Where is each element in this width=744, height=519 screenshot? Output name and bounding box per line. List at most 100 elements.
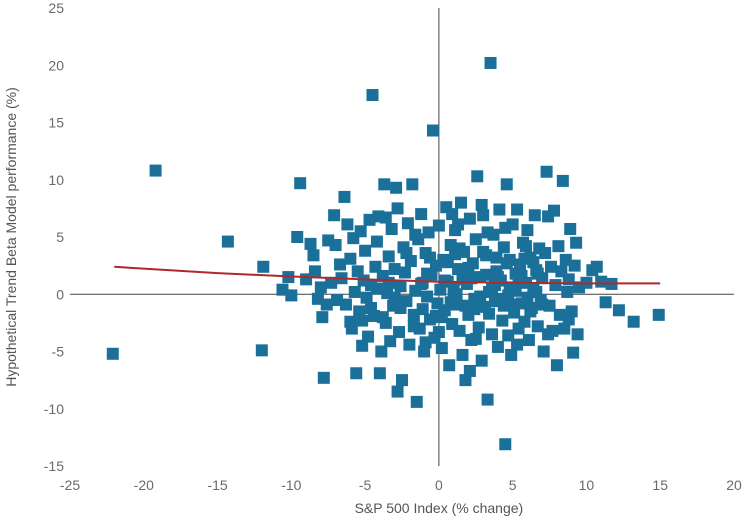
scatter-point <box>291 231 304 243</box>
scatter-point <box>334 258 347 271</box>
scatter-point <box>401 217 414 230</box>
y-tick-label: 0 <box>56 286 64 302</box>
scatter-point <box>463 364 476 377</box>
scatter-point <box>370 235 383 248</box>
scatter-point <box>499 438 512 451</box>
scatter-point <box>438 274 451 287</box>
x-tick-label: 15 <box>652 477 668 493</box>
scatter-point <box>149 164 162 177</box>
scatter-point <box>475 354 488 367</box>
scatter-point <box>316 311 329 324</box>
scatter-point <box>359 244 372 257</box>
scatter-point <box>486 328 499 341</box>
scatter-point <box>477 245 490 258</box>
scatter-point <box>429 310 442 323</box>
scatter-point <box>511 203 524 216</box>
scatter-point <box>382 276 395 289</box>
scatter-point <box>362 330 375 343</box>
scatter-point <box>400 247 413 260</box>
scatter-point <box>406 178 419 191</box>
scatter-point <box>484 56 497 69</box>
scatter-point <box>221 235 234 248</box>
scatter-point <box>388 291 401 304</box>
scatter-point <box>257 260 270 273</box>
scatter-point <box>524 305 537 318</box>
scatter-point <box>502 329 515 342</box>
scatter-point <box>365 301 378 314</box>
y-tick-label: 10 <box>48 172 64 188</box>
scatter-point <box>545 260 558 273</box>
scatter-point <box>398 266 411 279</box>
x-tick-label: 0 <box>435 477 443 493</box>
scatter-point <box>570 236 583 249</box>
scatter-point <box>511 338 524 351</box>
x-tick-label: 10 <box>579 477 595 493</box>
scatter-point <box>493 203 506 216</box>
scatter-point <box>432 326 445 339</box>
scatter-point <box>515 269 528 282</box>
x-tick-label: -20 <box>134 477 154 493</box>
scatter-point <box>571 328 584 341</box>
scatter-point <box>567 346 580 359</box>
scatter-point <box>469 332 482 345</box>
scatter-point <box>491 271 504 284</box>
scatter-point <box>595 275 608 288</box>
scatter-point <box>496 314 509 327</box>
scatter-point <box>396 374 408 387</box>
scatter-point <box>294 177 307 190</box>
y-tick-label: -10 <box>44 401 64 417</box>
scatter-point <box>652 308 665 321</box>
y-axis-title: Hypothetical Trend Beta Model performanc… <box>3 87 19 387</box>
scatter-point <box>480 268 493 281</box>
scatter-point <box>415 208 428 221</box>
y-tick-label: -5 <box>52 344 65 360</box>
scatter-point <box>106 347 119 360</box>
scatter-point <box>456 348 469 361</box>
scatter-point <box>339 298 352 311</box>
scatter-point <box>285 289 298 302</box>
scatter-point <box>627 315 640 328</box>
scatter-point <box>410 395 423 408</box>
scatter-point <box>483 307 496 320</box>
scatter-point <box>341 218 354 231</box>
x-tick-label: 20 <box>726 477 742 493</box>
scatter-point <box>366 89 379 102</box>
scatter-point <box>314 281 327 294</box>
scatter-point <box>379 211 392 224</box>
scatter-point <box>416 303 429 316</box>
scatter-point <box>562 313 575 326</box>
scatter-point <box>419 336 432 349</box>
scatter-point <box>356 339 369 352</box>
scatter-point <box>456 273 469 286</box>
scatter-point <box>497 299 510 312</box>
scatter-point <box>353 305 366 318</box>
scatter-point <box>531 320 544 333</box>
scatter-point <box>344 315 357 328</box>
trend-line <box>114 265 661 285</box>
scatter-point <box>468 303 481 316</box>
scatter-point <box>384 335 397 348</box>
scatter-point <box>449 248 462 261</box>
scatter-point <box>391 202 404 215</box>
scatter-point <box>590 260 603 273</box>
scatter-point <box>521 224 534 237</box>
scatter-point <box>506 298 519 311</box>
scatter-point <box>471 170 484 183</box>
scatter-point <box>369 260 382 273</box>
scatter-point <box>455 196 468 209</box>
scatter-point <box>329 239 342 252</box>
scatter-point <box>497 241 510 254</box>
y-tick-label: 15 <box>48 115 64 131</box>
scatter-point <box>390 181 403 194</box>
x-tick-label: 5 <box>509 477 517 493</box>
scatter-point <box>255 344 268 357</box>
scatter-point <box>474 290 487 303</box>
scatter-point <box>328 209 341 222</box>
scatter-point <box>547 204 560 217</box>
scatter-point <box>481 393 494 406</box>
scatter-point <box>568 259 581 272</box>
scatter-point <box>370 282 383 295</box>
scatter-point <box>376 311 389 324</box>
scatter-point <box>459 374 472 387</box>
scatter-point <box>506 218 519 231</box>
